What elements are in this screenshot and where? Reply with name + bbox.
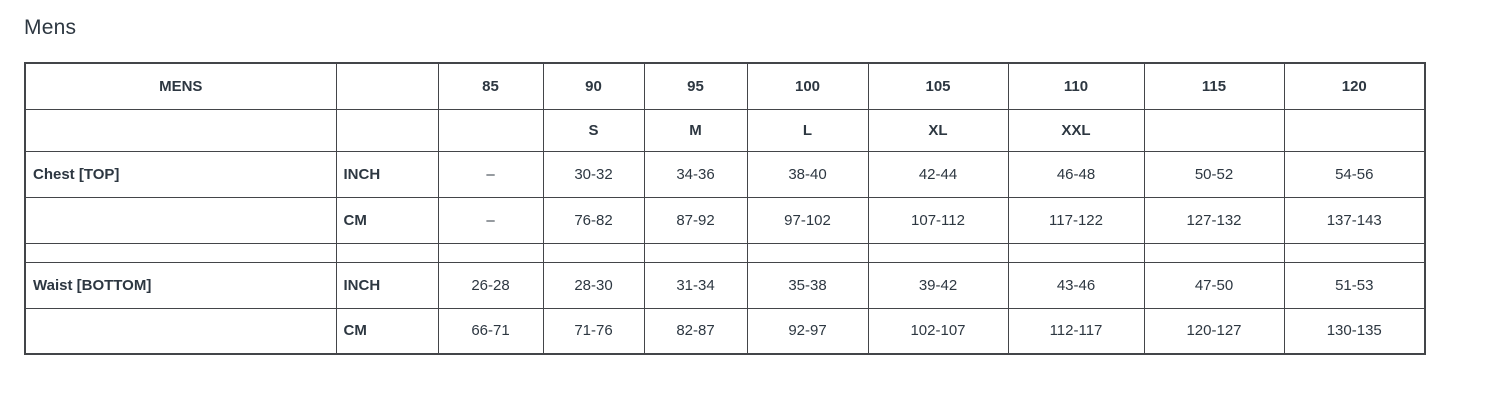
size-column-header: 105 <box>867 62 1009 110</box>
spacer-cell <box>437 242 544 263</box>
chest-cm-row: CM – 76-82 87-92 97-102 107-112 117-122 … <box>24 196 1426 244</box>
spacer-cell <box>24 242 337 263</box>
measurement-value-cell: 39-42 <box>867 261 1009 309</box>
unit-cell: INCH <box>335 150 439 198</box>
measurement-value-cell: 82-87 <box>643 307 748 355</box>
size-column-header: 115 <box>1143 62 1285 110</box>
measurement-value-cell: 26-28 <box>437 261 544 309</box>
spacer-cell <box>1283 242 1426 263</box>
header-row: MENS 85 90 95 100 105 110 115 120 <box>24 62 1426 110</box>
unit-cell: CM <box>335 307 439 355</box>
size-column-header: 110 <box>1007 62 1145 110</box>
measurement-value-cell: 66-71 <box>437 307 544 355</box>
table-title-cell: MENS <box>24 62 337 110</box>
size-letter-cell: L <box>746 108 869 152</box>
size-letter-cell <box>437 108 544 152</box>
page-title: Mens <box>24 16 77 39</box>
waist-cm-row: CM 66-71 71-76 82-87 92-97 102-107 112-1… <box>24 307 1426 355</box>
measurement-value-cell: 117-122 <box>1007 196 1145 244</box>
measurement-value-cell: 107-112 <box>867 196 1009 244</box>
spacer-cell <box>542 242 645 263</box>
spacer-row <box>24 242 1426 263</box>
measurement-value-cell: 130-135 <box>1283 307 1426 355</box>
waist-inch-row: Waist [BOTTOM] INCH 26-28 28-30 31-34 35… <box>24 261 1426 309</box>
spacer-cell <box>867 242 1009 263</box>
size-letter-cell: M <box>643 108 748 152</box>
measurement-value-cell: 92-97 <box>746 307 869 355</box>
size-column-header: 100 <box>746 62 869 110</box>
size-letter-cell <box>1143 108 1285 152</box>
measurement-value-cell: 120-127 <box>1143 307 1285 355</box>
empty-cell <box>335 108 439 152</box>
measurement-value-cell: 35-38 <box>746 261 869 309</box>
measurement-value-cell: 102-107 <box>867 307 1009 355</box>
size-letter-cell: S <box>542 108 645 152</box>
size-letters-row: S M L XL XXL <box>24 108 1426 152</box>
measurement-value-cell: 28-30 <box>542 261 645 309</box>
measurement-value-cell: 43-46 <box>1007 261 1145 309</box>
spacer-cell <box>335 242 439 263</box>
spacer-cell <box>1007 242 1145 263</box>
spacer-cell <box>643 242 748 263</box>
measurement-value-cell: – <box>437 196 544 244</box>
unit-cell: CM <box>335 196 439 244</box>
row-label-cell <box>24 307 337 355</box>
measurement-value-cell: 97-102 <box>746 196 869 244</box>
row-label-cell: Waist [BOTTOM] <box>24 261 337 309</box>
row-label-cell <box>24 196 337 244</box>
size-column-header: 85 <box>437 62 544 110</box>
size-column-header: 90 <box>542 62 645 110</box>
measurement-value-cell: 54-56 <box>1283 150 1426 198</box>
size-letter-cell: XXL <box>1007 108 1145 152</box>
spacer-cell <box>746 242 869 263</box>
page: Mens MENS 85 90 95 100 105 110 115 120 <box>24 16 1426 355</box>
measurement-value-cell: 76-82 <box>542 196 645 244</box>
unit-cell: INCH <box>335 261 439 309</box>
measurement-value-cell: 50-52 <box>1143 150 1285 198</box>
measurement-value-cell: 127-132 <box>1143 196 1285 244</box>
measurement-value-cell: 34-36 <box>643 150 748 198</box>
measurement-value-cell: 112-117 <box>1007 307 1145 355</box>
measurement-value-cell: 38-40 <box>746 150 869 198</box>
empty-cell <box>335 62 439 110</box>
measurement-value-cell: 51-53 <box>1283 261 1426 309</box>
measurement-value-cell: 30-32 <box>542 150 645 198</box>
measurement-value-cell: 46-48 <box>1007 150 1145 198</box>
empty-cell <box>24 108 337 152</box>
size-column-header: 95 <box>643 62 748 110</box>
measurement-value-cell: 42-44 <box>867 150 1009 198</box>
measurement-value-cell: 31-34 <box>643 261 748 309</box>
size-column-header: 120 <box>1283 62 1426 110</box>
measurement-value-cell: – <box>437 150 544 198</box>
measurement-value-cell: 137-143 <box>1283 196 1426 244</box>
mens-size-chart-table: MENS 85 90 95 100 105 110 115 120 S M L … <box>24 62 1426 355</box>
size-letter-cell <box>1283 108 1426 152</box>
chest-inch-row: Chest [TOP] INCH – 30-32 34-36 38-40 42-… <box>24 150 1426 198</box>
row-label-cell: Chest [TOP] <box>24 150 337 198</box>
measurement-value-cell: 71-76 <box>542 307 645 355</box>
measurement-value-cell: 87-92 <box>643 196 748 244</box>
measurement-value-cell: 47-50 <box>1143 261 1285 309</box>
spacer-cell <box>1143 242 1285 263</box>
size-letter-cell: XL <box>867 108 1009 152</box>
